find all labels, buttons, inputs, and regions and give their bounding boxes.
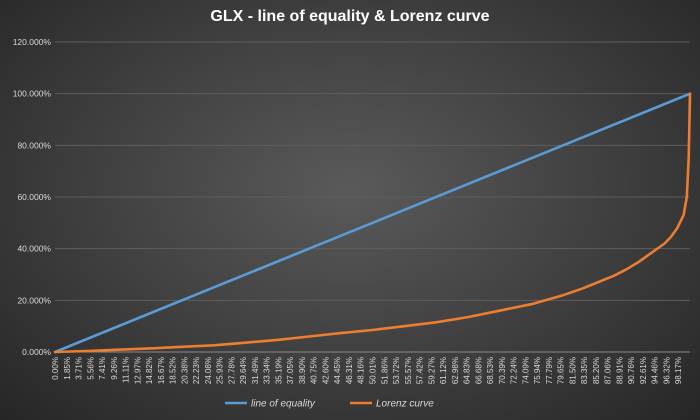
x-tick-label: 48.16%	[357, 357, 366, 384]
x-tick-label: 57.42%	[416, 357, 425, 384]
x-tick-label: 90.76%	[627, 357, 636, 384]
x-tick-label: 94.46%	[651, 357, 660, 384]
x-tick-label: 11.11%	[122, 357, 131, 383]
x-tick-label: 42.60%	[321, 357, 330, 384]
x-tick-label: 75.94%	[533, 357, 542, 384]
x-tick-label: 61.12%	[439, 357, 448, 384]
x-tick-label: 1.85%	[63, 357, 72, 380]
x-tick-label: 44.45%	[333, 357, 342, 384]
x-tick-label: 87.06%	[604, 357, 613, 384]
x-tick-label: 12.97%	[133, 357, 142, 384]
x-tick-label: 16.67%	[157, 357, 166, 384]
series-line-0	[53, 92, 692, 354]
x-tick-label: 3.71%	[75, 357, 84, 380]
y-tick-label: 60.000%	[17, 192, 51, 202]
x-tick-label: 92.61%	[639, 357, 648, 384]
x-tick-label: 68.53%	[486, 357, 495, 384]
x-tick-label: 29.64%	[239, 357, 248, 384]
x-tick-label: 7.41%	[98, 357, 107, 380]
x-tick-label: 9.26%	[110, 357, 119, 380]
x-tick-label: 53.72%	[392, 357, 401, 384]
y-tick-label: 40.000%	[17, 244, 51, 254]
x-tick-label: 88.91%	[615, 357, 624, 384]
x-tick-label: 96.32%	[662, 357, 671, 384]
x-tick-label: 77.79%	[545, 357, 554, 384]
x-tick-label: 18.52%	[169, 357, 178, 384]
series-line-1	[53, 92, 692, 354]
x-tick-label: 79.65%	[557, 357, 566, 384]
x-tick-label: 31.49%	[251, 357, 260, 384]
x-tick-label: 20.38%	[180, 357, 189, 384]
x-tick-label: 83.35%	[580, 357, 589, 384]
x-tick-label: 81.50%	[568, 357, 577, 384]
x-tick-label: 25.93%	[216, 357, 225, 384]
x-tick-label: 35.19%	[274, 357, 283, 384]
x-tick-label: 98.17%	[674, 357, 683, 384]
x-tick-label: 51.86%	[380, 357, 389, 384]
x-tick-label: 14.82%	[145, 357, 154, 384]
x-tick-label: 64.83%	[463, 357, 472, 384]
y-tick-label: 100.000%	[13, 89, 52, 99]
x-tick-label: 40.75%	[310, 357, 319, 384]
x-tick-label: 72.24%	[510, 357, 519, 384]
x-tick-label: 50.01%	[369, 357, 378, 384]
x-tick-label: 22.23%	[192, 357, 201, 384]
x-tick-label: 59.27%	[427, 357, 436, 384]
x-tick-label: 38.90%	[298, 357, 307, 384]
x-tick-label: 70.39%	[498, 357, 507, 384]
y-tick-label: 120.000%	[13, 37, 52, 47]
x-tick-label: 74.09%	[521, 357, 530, 384]
x-tick-label: 55.57%	[404, 357, 413, 384]
y-tick-label: 20.000%	[17, 295, 51, 305]
x-tick-label: 5.56%	[86, 357, 95, 380]
x-tick-label: 33.34%	[263, 357, 272, 384]
x-tick-label: 27.78%	[227, 357, 236, 384]
x-tick-label: 37.05%	[286, 357, 295, 384]
x-tick-label: 62.98%	[451, 357, 460, 384]
y-tick-label: 80.000%	[17, 140, 51, 150]
x-tick-label: 24.08%	[204, 357, 213, 384]
legend-label: Lorenz curve	[376, 399, 434, 410]
legend-label: line of equality	[251, 399, 316, 410]
x-tick-label: 0.00%	[51, 357, 60, 380]
x-tick-label: 66.68%	[474, 357, 483, 384]
x-tick-label: 85.20%	[592, 357, 601, 384]
chart-title: GLX - line of equality & Lorenz curve	[210, 8, 490, 25]
x-tick-label: 46.31%	[345, 357, 354, 384]
y-tick-label: 0.000%	[22, 347, 51, 357]
